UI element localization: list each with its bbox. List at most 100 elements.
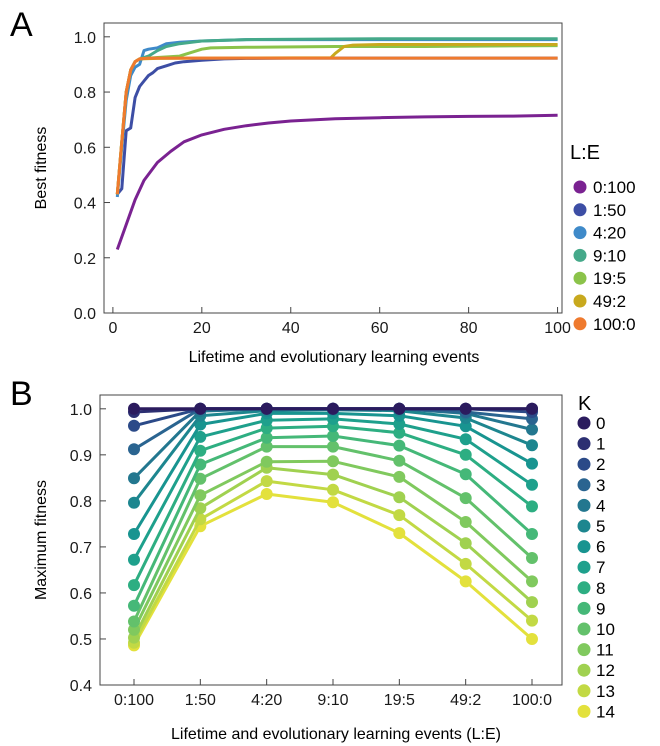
legend-marker [577,437,591,451]
y-tick-label: 0.4 [70,678,92,695]
y-tick-label: 0.4 [74,196,96,213]
panel-a-plot-frame [103,22,563,314]
data-point [128,402,140,415]
data-point [128,419,140,432]
data-point [260,440,273,453]
panel-a-legend: 0:100 1:50 4:20 9:10 19:5 49:2 100:0 [573,178,636,334]
legend-label: 4:20 [593,224,626,243]
legend-marker [577,643,591,657]
legend-marker [573,271,587,285]
y-tick-label: 1.0 [70,402,92,419]
data-point [459,448,472,461]
data-point [128,623,140,636]
data-point [393,402,406,415]
data-point [459,402,472,415]
data-point [128,496,140,509]
data-point [459,468,472,481]
data-point [459,433,472,446]
x-tick-label: 0 [108,320,117,337]
series-k-10 [128,440,538,628]
data-point [459,537,472,550]
series-k-0 [128,402,538,415]
data-point [393,527,406,540]
x-tick-label: 80 [460,320,478,337]
data-point [526,552,538,564]
data-point [327,496,339,509]
data-point [393,426,406,439]
legend-marker [577,704,591,718]
data-point [260,455,273,468]
legend-label: 12 [596,661,615,680]
data-point [526,478,538,491]
data-point [393,509,406,522]
data-point [393,470,406,483]
data-point [393,491,406,504]
y-tick-label: 0.6 [70,586,92,603]
legend-label: 0:100 [593,178,636,197]
x-tick-label: 40 [282,320,300,337]
legend-label: 7 [596,558,605,577]
data-point [128,443,140,456]
y-tick-label: 1.0 [74,30,96,47]
legend-marker [577,498,591,512]
series-line-100-0 [115,56,558,195]
series-k-13 [128,475,538,649]
data-point [260,475,273,488]
panel-b-letter: B [10,375,33,413]
panel-a-y-axis-label: Best fitness [33,127,50,210]
panel-b-legend-title: K [578,393,592,415]
legend-label: 100:0 [593,315,636,334]
data-point [526,423,538,436]
legend-label: 9 [596,599,605,618]
data-point [327,430,339,442]
data-point [526,596,538,609]
legend-marker [577,663,591,677]
data-point [128,528,140,540]
legend-label: 14 [596,702,615,721]
data-point [128,615,140,628]
y-tick-label: 0.6 [74,140,96,157]
data-point [526,614,538,627]
legend-marker [573,226,587,240]
legend-marker [577,601,591,615]
panel-b-series [128,402,538,652]
legend-marker [577,560,591,574]
data-point [526,457,538,470]
x-tick-label: 100:0 [512,692,552,709]
x-tick-label: 100 [544,320,571,337]
x-tick-label: 1:50 [185,692,216,709]
data-point [459,575,472,588]
legend-marker [573,203,587,217]
data-point [526,528,538,540]
x-tick-label: 20 [193,320,211,337]
panel-a-series [115,37,558,251]
legend-marker [577,540,591,554]
legend-label: 19:5 [593,269,626,288]
data-point [327,402,339,415]
data-point [327,468,339,481]
legend-label: 9:10 [593,246,626,265]
legend-label: 0 [596,414,605,433]
legend-label: 1 [596,435,605,454]
data-point [128,599,140,612]
y-tick-label: 0.7 [70,540,92,557]
data-point [327,440,339,453]
data-point [526,575,538,588]
series-line-0-100 [115,113,558,251]
data-point [459,516,472,528]
panel-a-x-axis-label: Lifetime and evolutionary learning event… [189,349,480,366]
data-point [327,483,339,496]
legend-marker [573,248,587,262]
y-tick-label: 0.9 [70,448,92,465]
legend-label: 11 [596,641,614,660]
panel-b-ticks: 0:100 1:50 4:20 9:10 19:5 49:2 100:0 0.4 0.5 0.6 0… [70,402,552,709]
x-tick-label: 4:20 [251,692,282,709]
y-tick-label: 0.5 [70,632,92,649]
legend-marker [573,317,587,331]
data-point [526,402,538,415]
legend-label: 4 [596,496,605,515]
legend-label: 5 [596,517,605,536]
data-point [459,557,472,570]
